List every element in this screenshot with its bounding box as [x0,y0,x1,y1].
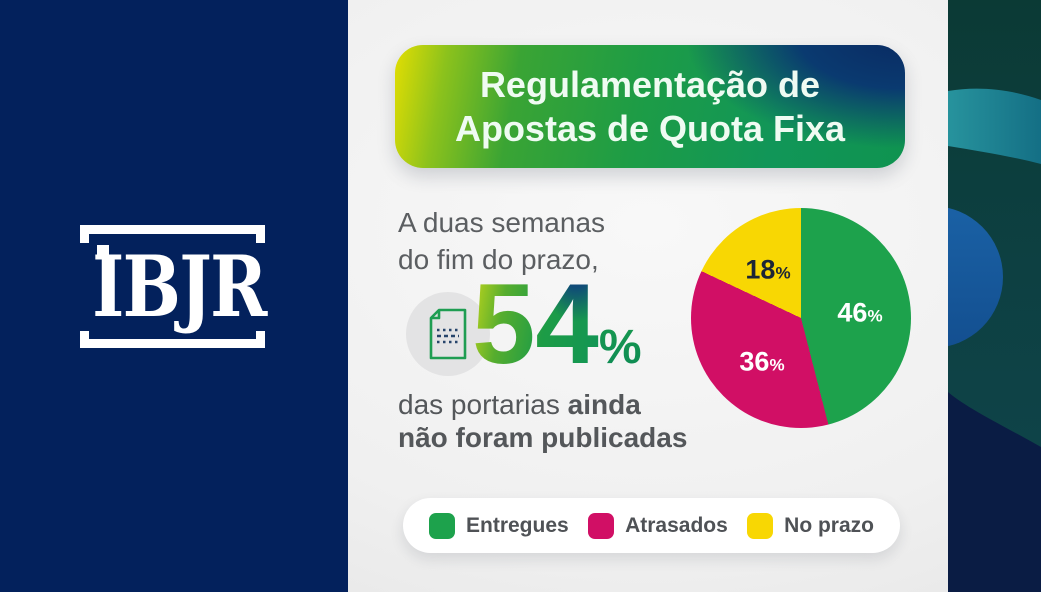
logo-i-dot [97,244,109,256]
ibjr-logo: IBJR [73,225,272,348]
desc-line-2: não foram publicadas [398,421,687,454]
lead-text: A duas semanas do fim do prazo, [398,204,605,278]
strip-teal-band [948,88,1041,164]
main-panel: Regulamentação de Apostas de Quota Fixa … [348,0,948,592]
desc-bold-inline: ainda [567,389,641,420]
legend-item-entregues: Entregues [429,512,569,539]
title-line-2: Apostas de Quota Fixa [454,107,846,149]
legend-item-noprazo: No prazo [747,512,874,539]
pie-label-atrasados: 36% [739,346,785,377]
legend-swatch-noprazo [747,512,774,539]
pie-label-noprazo: 18% [745,254,791,285]
pie-chart: 46% 36% 18% [691,208,911,428]
legend-label-noprazo: No prazo [784,513,874,537]
stat-percent-sign: % [598,321,642,374]
left-brand-panel: IBJR [0,0,348,592]
ibjr-logo-letters: IBJR [92,236,267,336]
legend-swatch-atrasados [588,512,615,539]
strip-blue-circle [948,207,1003,347]
lead-line-1: A duas semanas [398,207,606,238]
legend-label-entregues: Entregues [466,513,569,537]
title-banner: Regulamentação de Apostas de Quota Fixa [395,45,905,168]
legend-swatch-entregues [429,512,455,539]
title-line-1: Regulamentação de [479,63,821,105]
stat-number: 54 [472,261,599,388]
ibjr-logo-text: IBJR [73,236,272,336]
legend-label-atrasados: Atrasados [625,513,728,537]
stat-description: das portarias ainda não foram publicadas [398,388,687,454]
desc-bold-line2: não foram publicadas [398,422,688,453]
chart-legend: Entregues Atrasados No prazo [403,498,900,553]
pie-label-entregues: 46% [837,297,883,328]
desc-line-1: das portarias ainda [398,388,687,421]
desc-regular: das portarias [398,389,560,420]
stat-value: 54% [472,261,642,405]
legend-item-atrasados: Atrasados [588,512,728,539]
document-icon [429,308,467,360]
decorative-right-strip [948,0,1041,592]
